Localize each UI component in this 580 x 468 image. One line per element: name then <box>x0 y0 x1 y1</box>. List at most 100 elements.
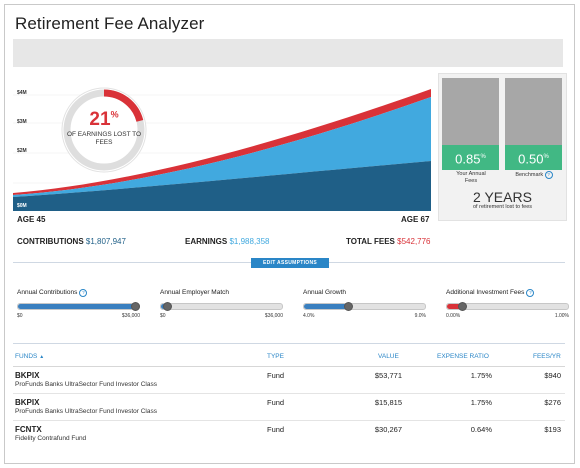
y-tick-1m: $1M <box>17 177 27 183</box>
fund-fees: $193 <box>544 425 561 434</box>
funds-header-label: FUNDS <box>15 353 38 360</box>
fees-summary: TOTAL FEES $542,776 <box>346 237 431 246</box>
fund-type: Fund <box>267 398 285 407</box>
type-column-header[interactable]: TYPE <box>267 353 284 360</box>
contributions-summary: CONTRIBUTIONS $1,807,947 <box>17 237 126 246</box>
fund-value: $30,267 <box>374 425 402 434</box>
contributions-label: CONTRIBUTIONS <box>17 237 84 246</box>
earnings-label: EARNINGS <box>185 237 228 246</box>
y-tick-3m: $3M <box>17 119 27 125</box>
fund-ticker: BKPIX <box>15 371 40 380</box>
age-end: AGE 67 <box>401 215 430 224</box>
slider-handle[interactable] <box>457 302 467 311</box>
slider-track[interactable] <box>446 302 569 311</box>
benchmark-column: 0.50% <box>505 78 562 170</box>
app-frame: Retirement Fee Analyzer $4M $3M $2M $1M … <box>4 4 575 464</box>
slider-label: Annual Employer Match <box>160 289 229 296</box>
y-tick-0m: $0M <box>17 203 27 209</box>
fund-type: Fund <box>267 425 285 434</box>
your-fees-badge: 0.85% <box>442 145 499 170</box>
slider-fill <box>18 304 136 309</box>
slider-max-label: 1.00% <box>554 313 569 319</box>
fees-donut <box>61 87 147 173</box>
fund-expense-ratio: 0.64% <box>470 425 492 434</box>
fee-comparison-panel: 0.85% 0.50% Your Annual Fees Benchmark ?… <box>438 73 567 221</box>
funds-column-header[interactable]: FUNDS ▲ <box>15 353 44 360</box>
slider-label-text: Annual Growth <box>303 289 346 296</box>
slider-label-text: Additional Investment Fees <box>446 289 525 296</box>
header-banner <box>13 39 563 67</box>
y-tick-2m: $2M <box>17 148 27 154</box>
fund-fees: $940 <box>544 371 561 380</box>
benchmark-badge: 0.50% <box>505 145 562 170</box>
slider-handle[interactable] <box>343 302 353 311</box>
slider-label-text: Annual Contributions <box>17 289 78 296</box>
slider-min-label: 4.0% <box>303 313 315 319</box>
contributions-area <box>13 161 431 211</box>
y-tick-4m: $4M <box>17 90 27 96</box>
slider-fill <box>447 304 462 309</box>
value-column-header[interactable]: VALUE <box>378 353 399 360</box>
fund-name: ProFunds Banks UltraSector Fund Investor… <box>15 381 157 388</box>
fund-fees: $276 <box>544 398 561 407</box>
row-separator <box>13 393 565 394</box>
your-fees-label: Your Annual Fees <box>456 171 486 184</box>
info-icon[interactable]: ? <box>79 289 88 297</box>
sort-ascending-icon: ▲ <box>39 354 45 360</box>
app-title: Retirement Fee Analyzer <box>15 14 205 33</box>
fund-value: $53,771 <box>374 371 402 380</box>
fund-type: Fund <box>267 371 285 380</box>
slider-track[interactable] <box>303 302 426 311</box>
row-separator <box>13 420 565 421</box>
fund-name: ProFunds Banks UltraSector Fund Investor… <box>15 408 157 415</box>
your-fees-value: 0.85 <box>455 151 481 167</box>
fees-label: TOTAL FEES <box>346 237 395 246</box>
info-icon[interactable]: ? <box>544 171 553 179</box>
fees-percent-label: OF EARNINGS LOST TO FEES <box>66 131 142 146</box>
expense-ratio-column-header[interactable]: EXPENSE RATIO <box>437 353 489 360</box>
your-fees-percent-sign: % <box>480 154 486 160</box>
edit-assumptions-button[interactable]: EDIT ASSUMPTIONS <box>251 258 329 268</box>
slider-max-label: 9.0% <box>414 313 426 319</box>
slider-min-label: 0.00% <box>446 313 461 319</box>
earnings-value: $1,988,358 <box>229 237 270 246</box>
fees-percent-sign: % <box>110 109 119 120</box>
fees-value: $542,776 <box>397 237 431 246</box>
slider-handle[interactable] <box>163 302 173 311</box>
slider-max-label: $36,000 <box>264 313 283 319</box>
slider-min-label: $0 <box>160 313 166 319</box>
slider-label: Annual Contributions? <box>17 289 88 297</box>
slider-fill <box>304 304 348 309</box>
info-icon[interactable]: ? <box>526 289 535 297</box>
fund-ticker: FCNTX <box>15 425 42 434</box>
slider-track[interactable] <box>160 302 283 311</box>
your-fees-column: 0.85% <box>442 78 499 170</box>
earnings-summary: EARNINGS $1,988,358 <box>185 237 270 246</box>
fees-yr-column-header[interactable]: FEES/YR <box>533 353 561 360</box>
fees-percent-value: 21 <box>89 109 111 130</box>
fees-percent: 21% <box>59 109 149 131</box>
benchmark-value: 0.50 <box>518 151 544 167</box>
benchmark-label: Benchmark <box>515 172 544 178</box>
slider-label: Annual Growth <box>303 289 346 296</box>
slider-track[interactable] <box>17 302 141 311</box>
slider-min-label: $0 <box>17 313 23 319</box>
slider-label: Additional Investment Fees? <box>446 289 535 297</box>
table-top-divider <box>13 343 565 344</box>
slider-label-text: Annual Employer Match <box>160 289 230 296</box>
years-lost-label: of retirement lost to fees <box>473 204 532 210</box>
fund-expense-ratio: 1.75% <box>470 371 492 380</box>
fund-expense-ratio: 1.75% <box>470 398 492 407</box>
years-lost: 2 YEARS <box>473 189 532 205</box>
benchmark-percent-sign: % <box>543 154 549 160</box>
contributions-value: $1,807,947 <box>85 237 126 246</box>
age-start: AGE 45 <box>17 215 46 224</box>
benchmark-label-row: Benchmark ? <box>507 171 561 179</box>
earnings-area <box>13 97 431 197</box>
fees-donut-arc <box>63 89 145 171</box>
slider-handle[interactable] <box>131 302 141 311</box>
fund-ticker: BKPIX <box>15 398 40 407</box>
slider-max-label: $36,000 <box>121 313 140 319</box>
header-separator <box>13 366 565 367</box>
fund-name: Fidelity Contrafund Fund <box>15 435 87 442</box>
